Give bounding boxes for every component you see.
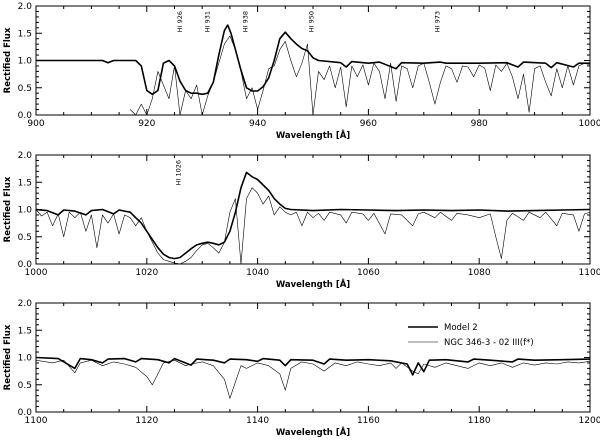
y-tick-label: 0.5 xyxy=(18,84,32,94)
observed-spectrum-line xyxy=(36,359,590,399)
x-axis-title: Wavelength [Å] xyxy=(276,279,350,290)
x-tick-label: 920 xyxy=(138,119,155,129)
x-tick-label: 1180 xyxy=(468,416,491,426)
x-tick-label: 1160 xyxy=(357,416,380,426)
y-tick-label: 1.5 xyxy=(18,326,32,336)
observed-spectrum-line xyxy=(129,35,590,115)
y-axis-title: Rectified Flux xyxy=(3,324,13,390)
y-tick-label: 0.0 xyxy=(18,408,33,418)
x-tick-label: 980 xyxy=(471,119,488,129)
y-tick-label: 1.0 xyxy=(18,354,33,364)
y-tick-label: 1.0 xyxy=(18,57,33,67)
y-axis-title: Rectified Flux xyxy=(3,176,13,242)
y-tick-label: 2.0 xyxy=(18,299,33,309)
legend-label: Model 2 xyxy=(444,323,478,333)
y-tick-label: 0.5 xyxy=(18,233,32,243)
x-tick-label: 960 xyxy=(360,119,377,129)
line-id-label: HI 950 xyxy=(307,11,315,32)
x-tick-label: 1100 xyxy=(579,268,600,278)
y-tick-label: 2.0 xyxy=(18,151,33,161)
x-tick-label: 900 xyxy=(27,119,44,129)
x-tick-label: 1120 xyxy=(135,416,158,426)
y-tick-label: 2.0 xyxy=(18,2,33,12)
panel-3: 1100 1120 1140 1160 1180 1200 0.0 0.5 1.0 1.5 2.0 W… xyxy=(3,299,600,438)
line-id-label: HI 926 xyxy=(176,11,184,32)
x-tick-label: 1000 xyxy=(25,268,48,278)
x-tick-label: 1200 xyxy=(579,416,600,426)
x-axis-title: Wavelength [Å] xyxy=(276,130,350,141)
x-tick-label: 1040 xyxy=(246,268,269,278)
panel-1: 900 920 940 960 980 1000 0.0 0.5 1.0 1.5 2.0 Wavele… xyxy=(3,2,600,141)
legend: Model 2 NGC 346-3 - 02 III(f*) xyxy=(408,323,534,348)
y-axis-title: Rectified Flux xyxy=(3,27,13,93)
y-tick-label: 0.0 xyxy=(18,260,33,270)
x-tick-label: 940 xyxy=(249,119,266,129)
y-tick-label: 1.5 xyxy=(18,29,32,39)
x-tick-label: 1140 xyxy=(246,416,269,426)
line-id-label: HI 973 xyxy=(434,11,442,32)
x-tick-label: 1080 xyxy=(468,268,491,278)
line-id-label: HI 1026 xyxy=(174,160,182,185)
y-tick-label: 0.5 xyxy=(18,381,32,391)
legend-label: NGC 346-3 - 02 III(f*) xyxy=(444,338,534,348)
x-tick-label: 1020 xyxy=(135,268,158,278)
x-axis-title: Wavelength [Å] xyxy=(276,427,350,438)
line-id-label: HI 931 xyxy=(204,11,212,32)
x-tick-label: 1100 xyxy=(25,416,48,426)
y-tick-label: 0.0 xyxy=(18,111,33,121)
plot-frame xyxy=(35,302,591,413)
x-tick-label: 1060 xyxy=(357,268,380,278)
model-spectrum-line xyxy=(36,24,590,96)
model-spectrum-line xyxy=(36,171,590,260)
line-id-label: HI 938 xyxy=(241,11,249,32)
y-tick-label: 1.5 xyxy=(18,178,32,188)
panel-2: 1000 1020 1040 1060 1080 1100 0.0 0.5 1.0 1.5 2.0 W… xyxy=(3,151,600,290)
y-tick-label: 1.0 xyxy=(18,206,33,216)
observed-spectrum-line xyxy=(36,187,590,264)
model-spectrum-line xyxy=(36,356,590,376)
x-tick-label: 1000 xyxy=(579,119,600,129)
